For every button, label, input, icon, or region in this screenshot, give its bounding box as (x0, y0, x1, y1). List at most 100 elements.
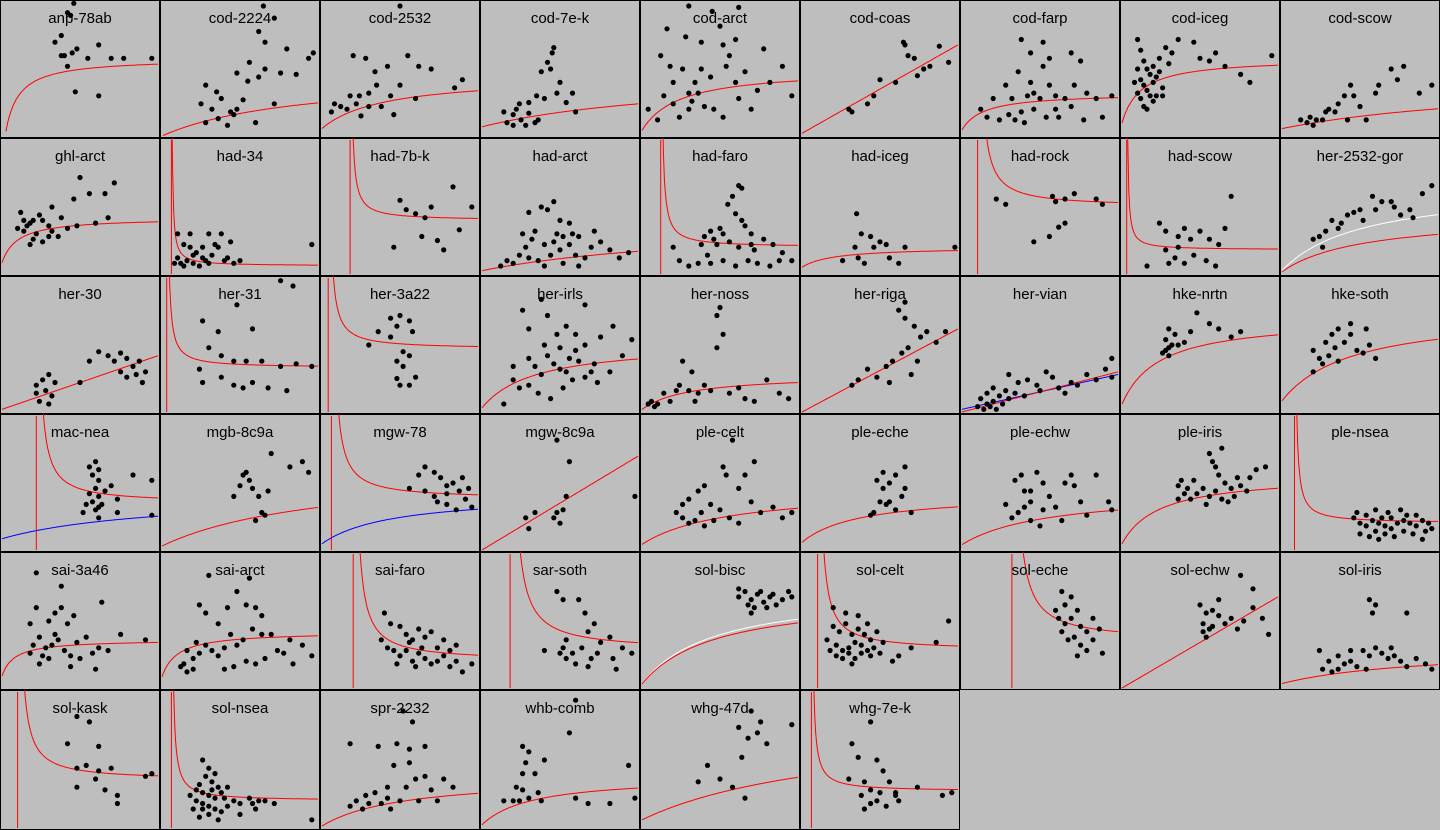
data-point (987, 404, 993, 410)
data-point (830, 623, 836, 629)
data-point (1231, 493, 1237, 499)
data-point (68, 12, 74, 18)
data-point (1222, 621, 1228, 627)
data-point (221, 645, 227, 651)
data-point (1062, 196, 1068, 202)
data-point (253, 517, 259, 524)
data-point (1419, 191, 1425, 197)
data-point (1084, 647, 1090, 654)
data-point (789, 722, 795, 728)
data-point (686, 90, 692, 96)
data-point (1341, 661, 1347, 667)
data-point (431, 493, 437, 499)
data-point (215, 621, 221, 627)
fit-line (519, 552, 638, 644)
data-point (701, 103, 707, 110)
data-point (299, 642, 305, 648)
data-point (761, 46, 767, 52)
data-point (1153, 93, 1159, 99)
data-point (243, 658, 249, 664)
data-point (573, 795, 579, 801)
data-point (764, 377, 770, 383)
data-point (1219, 445, 1225, 451)
data-point (767, 79, 773, 85)
data-point (1366, 342, 1372, 348)
panel-frame (1280, 414, 1440, 552)
panel-plot (800, 0, 960, 138)
data-point (855, 626, 861, 632)
data-point (450, 184, 456, 190)
data-point (701, 483, 707, 489)
data-point (1216, 472, 1222, 478)
data-point (438, 475, 444, 481)
data-point (1351, 93, 1357, 99)
data-point (1373, 207, 1379, 213)
data-point (538, 371, 544, 378)
panel-plot (320, 0, 480, 138)
data-point (218, 95, 224, 102)
data-point (281, 650, 287, 656)
data-point (1404, 512, 1410, 518)
data-point (754, 87, 760, 93)
data-point (353, 798, 359, 804)
data-point (378, 103, 384, 110)
data-point (1135, 66, 1141, 72)
data-point (444, 483, 450, 489)
data-point (544, 207, 551, 213)
data-point (40, 377, 46, 383)
data-point (18, 209, 24, 215)
data-point (698, 509, 704, 516)
data-point (419, 233, 425, 240)
data-point (541, 241, 547, 248)
data-point (1382, 531, 1388, 537)
panel-frame (1280, 552, 1440, 690)
data-point (206, 765, 212, 771)
data-point (1188, 236, 1194, 242)
data-point (557, 79, 563, 85)
data-point (748, 610, 754, 616)
data-point (1093, 377, 1099, 383)
scatter-panel: cod-iceg (1120, 0, 1280, 138)
data-point (278, 278, 284, 284)
data-point (196, 650, 202, 656)
data-point (680, 358, 686, 364)
data-point (249, 326, 256, 332)
data-point (215, 329, 221, 335)
data-point (33, 570, 39, 576)
data-point (701, 523, 707, 529)
data-point (501, 109, 507, 115)
scatter-panel: sol-echw (1120, 552, 1280, 690)
data-point (1335, 358, 1341, 364)
scatter-panel: had-7b-k (320, 138, 480, 276)
data-point (309, 653, 315, 659)
data-point (516, 385, 522, 391)
data-point (118, 369, 124, 375)
data-point (459, 475, 465, 481)
data-point (1144, 87, 1150, 93)
data-point (779, 515, 785, 521)
data-point (130, 472, 136, 478)
scatter-panel: cod-arct (640, 0, 800, 138)
data-point (46, 371, 52, 378)
data-point (1068, 103, 1074, 110)
data-point (268, 450, 274, 457)
data-point (1369, 610, 1376, 616)
data-point (548, 396, 554, 402)
data-point (786, 588, 792, 595)
data-point (541, 95, 547, 102)
data-point (921, 66, 927, 72)
fit-line (359, 552, 479, 656)
data-point (193, 798, 199, 804)
data-point (1410, 215, 1416, 221)
data-point (736, 485, 742, 491)
data-point (520, 743, 526, 749)
data-point (761, 599, 767, 605)
alt-fit-line (641, 618, 799, 685)
data-point (717, 507, 723, 513)
data-point (526, 355, 532, 361)
data-point (673, 509, 679, 516)
fit-line (321, 90, 478, 129)
data-point (742, 588, 748, 595)
panel-plot (160, 690, 320, 830)
